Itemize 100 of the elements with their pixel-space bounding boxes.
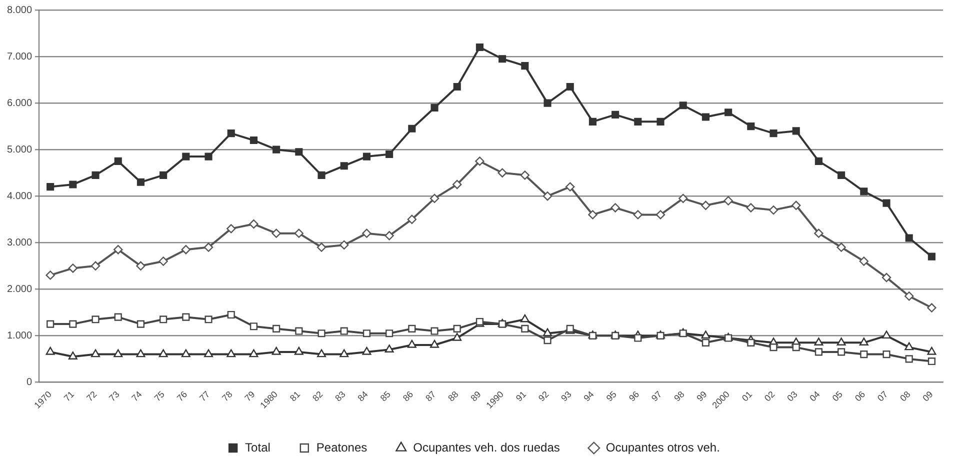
point xyxy=(770,130,778,138)
point xyxy=(882,272,892,282)
point xyxy=(814,338,824,346)
point xyxy=(882,199,890,207)
point xyxy=(634,118,642,126)
point xyxy=(612,110,620,118)
point xyxy=(227,310,235,319)
point xyxy=(679,102,687,110)
x-tick-label: 86 xyxy=(400,389,416,404)
point xyxy=(316,242,326,252)
point xyxy=(927,346,936,355)
x-tick-label: 74 xyxy=(130,389,144,404)
point xyxy=(92,171,100,179)
y-tick-label: 4.000 xyxy=(6,190,32,202)
point xyxy=(362,346,372,355)
point xyxy=(182,313,190,321)
x-tick-label: 81 xyxy=(288,389,302,404)
legend-label: Ocupantes veh. dos ruedas xyxy=(413,440,560,454)
point xyxy=(746,203,756,212)
x-tick-label: 72 xyxy=(84,389,99,404)
point xyxy=(430,104,438,112)
x-tick-label: 08 xyxy=(898,389,912,404)
point xyxy=(452,180,462,190)
point xyxy=(136,261,146,270)
point xyxy=(362,330,370,338)
y-tick-label: 2.000 xyxy=(6,284,32,295)
y-tick-label: 5.000 xyxy=(6,144,32,156)
x-tick-label: 06 xyxy=(852,389,868,404)
point xyxy=(272,228,281,238)
point xyxy=(181,349,190,358)
point xyxy=(204,316,212,324)
point xyxy=(521,324,529,332)
point xyxy=(430,340,440,348)
x-tick-label: 79 xyxy=(242,389,257,404)
point xyxy=(838,348,846,356)
point xyxy=(182,152,190,160)
x-tick-label: 71 xyxy=(62,389,76,404)
x-tick-label: 92 xyxy=(536,389,551,404)
point xyxy=(928,252,936,260)
point xyxy=(386,330,394,338)
point xyxy=(634,334,642,342)
point xyxy=(294,228,304,238)
point xyxy=(792,127,800,135)
point xyxy=(792,344,800,352)
point xyxy=(114,157,122,165)
point xyxy=(543,328,552,336)
point xyxy=(430,327,438,335)
point xyxy=(114,313,122,321)
x-tick-label: 73 xyxy=(107,389,122,404)
point xyxy=(46,183,54,191)
point xyxy=(814,157,822,165)
point xyxy=(69,180,77,188)
point xyxy=(836,338,846,346)
point xyxy=(521,62,529,70)
point xyxy=(272,146,280,154)
point xyxy=(905,234,913,242)
point xyxy=(770,344,778,352)
point xyxy=(158,256,168,266)
point xyxy=(90,261,100,270)
y-tick-label: 8.000 xyxy=(6,4,32,16)
point xyxy=(859,256,868,266)
x-tick-label: 04 xyxy=(808,389,822,404)
point xyxy=(520,314,530,322)
point xyxy=(836,242,846,252)
point xyxy=(747,122,755,130)
y-tick-label: 7.000 xyxy=(6,51,32,62)
point xyxy=(92,316,100,324)
point xyxy=(838,171,846,179)
x-tick-label: 93 xyxy=(559,389,574,404)
point xyxy=(408,324,416,332)
x-tick-label: 97 xyxy=(650,389,664,404)
point xyxy=(204,242,214,252)
point xyxy=(114,349,123,358)
y-tick-label: 1.000 xyxy=(6,330,32,342)
point xyxy=(68,352,78,360)
point xyxy=(702,113,710,121)
point xyxy=(588,118,596,126)
point xyxy=(453,324,461,332)
point xyxy=(633,210,643,220)
point xyxy=(678,194,688,204)
point xyxy=(317,349,326,358)
point xyxy=(318,171,326,179)
point xyxy=(542,192,552,201)
point xyxy=(295,327,303,335)
point xyxy=(453,82,461,91)
point xyxy=(904,292,914,301)
point xyxy=(204,152,212,160)
point xyxy=(814,228,824,238)
point xyxy=(656,210,666,220)
point xyxy=(362,152,370,160)
point xyxy=(610,203,620,212)
point xyxy=(768,205,778,215)
point xyxy=(927,303,936,312)
point xyxy=(340,162,348,170)
point xyxy=(46,270,55,280)
x-tick-label: 87 xyxy=(424,389,438,404)
x-tick-label: 77 xyxy=(198,389,212,404)
point xyxy=(475,156,484,166)
point xyxy=(656,118,664,126)
point xyxy=(272,346,281,355)
